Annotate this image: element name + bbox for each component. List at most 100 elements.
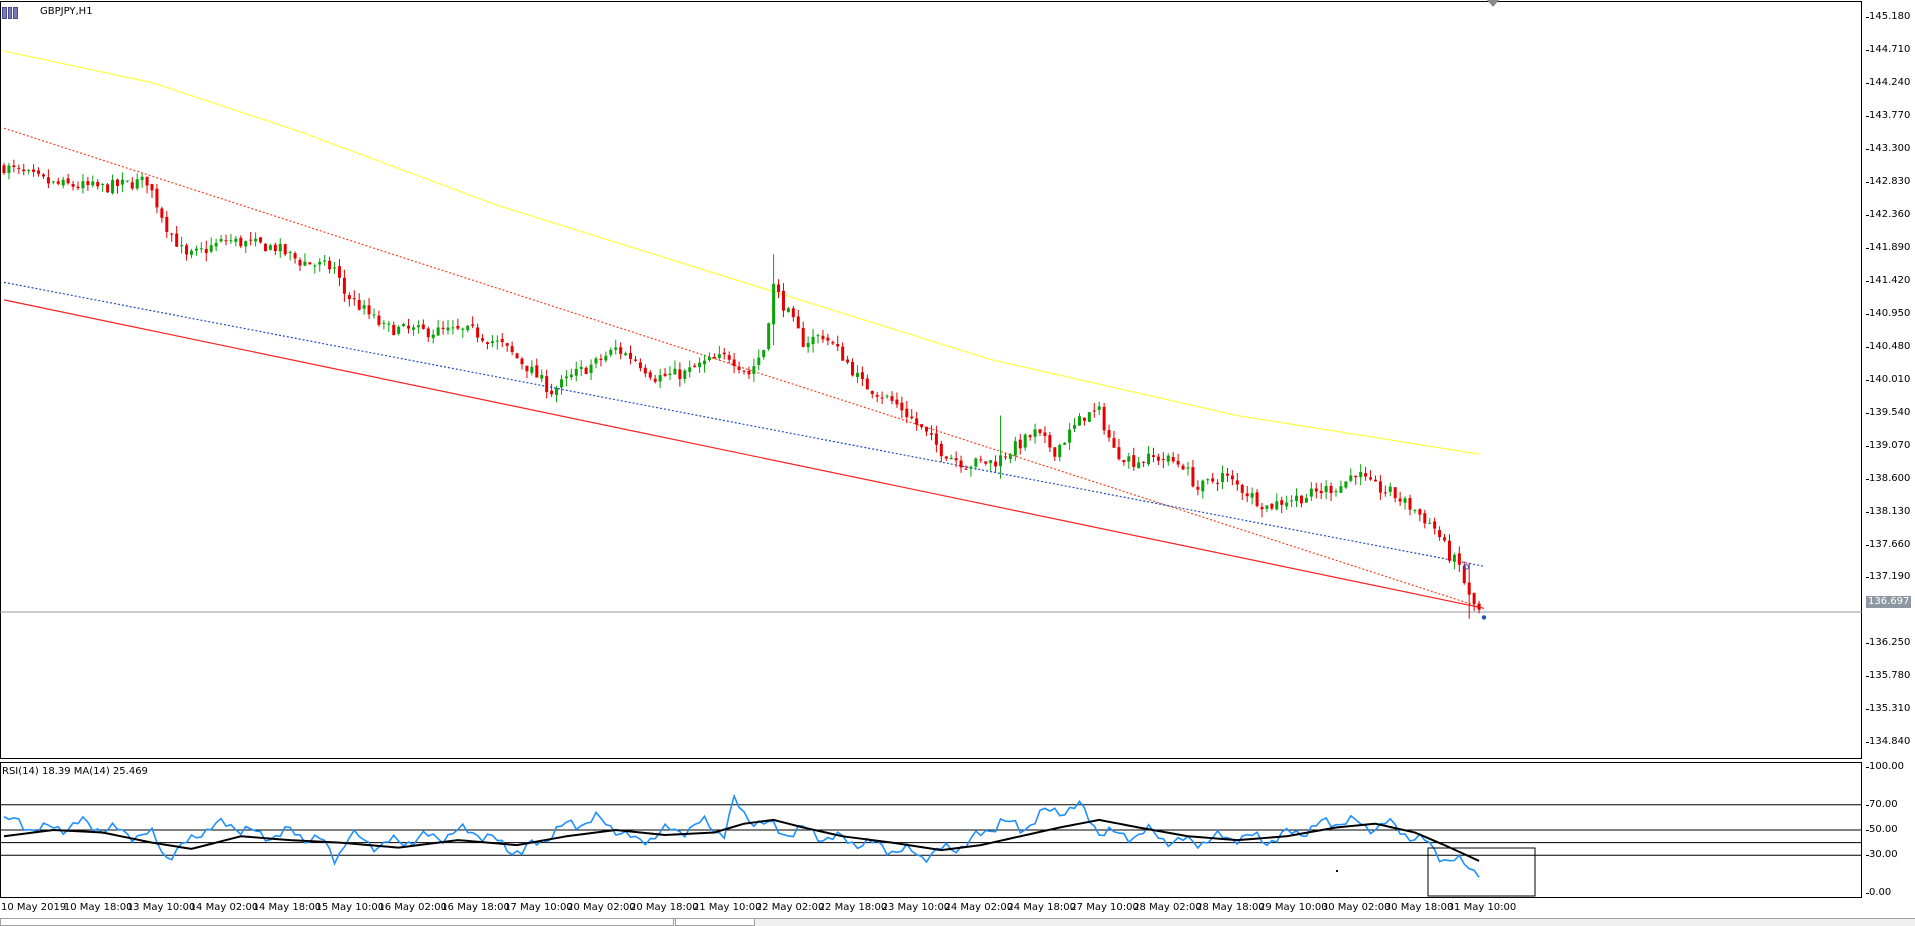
candle-body — [342, 277, 346, 294]
candle-body — [550, 390, 554, 395]
candle-body — [668, 373, 672, 376]
candle-body — [643, 367, 647, 374]
candle-body — [525, 365, 529, 372]
candle-body — [767, 323, 771, 349]
candle-body — [254, 238, 258, 242]
time-tick-label: 14 May 02:00 — [189, 902, 259, 913]
candle-body — [46, 177, 50, 184]
candle-body — [520, 358, 524, 365]
candle-body — [569, 374, 573, 378]
candle-body — [1008, 454, 1012, 459]
candle-body — [298, 259, 302, 266]
candle-body — [115, 179, 119, 186]
time-tick-label: 30 May 02:00 — [1321, 902, 1391, 913]
candle-body — [239, 237, 243, 247]
candle-body — [944, 456, 948, 459]
candle-body — [1295, 495, 1299, 501]
candle-body — [1216, 482, 1220, 484]
price-scale[interactable]: 145.180 144.710 144.240 143.770 143.300 142.8… — [1865, 0, 1915, 925]
rsi-line — [3, 793, 1480, 878]
candle-body — [249, 239, 253, 241]
candle-body — [851, 361, 855, 376]
candle-body — [806, 342, 810, 348]
candle-body — [1462, 565, 1466, 584]
candle-body — [1053, 447, 1057, 457]
candle-body — [925, 426, 929, 432]
candle-body — [402, 324, 406, 327]
channel-trendline-0 — [3, 299, 1485, 609]
candle-body — [584, 367, 588, 375]
candle-body — [1260, 506, 1264, 510]
candle-body — [969, 466, 973, 469]
candle-body — [71, 183, 75, 187]
candle-body — [1477, 603, 1481, 610]
candle-body — [801, 327, 805, 347]
candle-body — [61, 179, 65, 186]
candle-body — [910, 416, 914, 419]
candle-body — [495, 340, 499, 342]
candle-body — [633, 359, 637, 361]
candle-body — [579, 366, 583, 370]
price-tick-label: 143.770 — [1865, 110, 1911, 122]
candle-body — [678, 369, 682, 380]
candle-body — [855, 372, 859, 378]
candle-body — [1299, 495, 1303, 504]
candle-body — [934, 433, 938, 445]
candle-body — [663, 373, 667, 376]
candle-body — [328, 260, 332, 270]
candle-body — [629, 352, 633, 359]
candle-body — [594, 358, 598, 364]
candle-body — [555, 388, 559, 395]
candle-body — [76, 186, 80, 189]
candle-body — [41, 174, 45, 177]
candle-body — [1393, 487, 1397, 499]
candle-body — [283, 244, 287, 255]
candle-body — [1398, 498, 1402, 502]
candle-body — [638, 362, 642, 369]
candle-body — [476, 327, 480, 338]
price-tick-label: 135.310 — [1865, 703, 1911, 715]
candle-body — [515, 353, 519, 359]
candle-body — [180, 245, 184, 247]
rsi-dot-marker — [1336, 870, 1338, 872]
candle-body — [989, 460, 993, 464]
candle-body — [653, 378, 657, 382]
time-tick-label: 24 May 02:00 — [944, 902, 1014, 913]
candle-body — [737, 366, 741, 370]
candle-body — [466, 325, 470, 331]
candle-body — [1077, 416, 1081, 426]
main-chart-frame — [0, 1, 1862, 759]
candle-body — [1230, 475, 1234, 480]
candle-body — [244, 241, 248, 247]
candle-body — [333, 267, 337, 269]
candle-body — [485, 342, 489, 345]
candle-body — [1206, 479, 1210, 481]
channel-trendline-2 — [3, 281, 1485, 567]
candle-body — [56, 181, 60, 184]
candle-body — [604, 355, 608, 361]
time-tick-label: 15 May 10:00 — [315, 902, 385, 913]
chart-window-icon[interactable] — [2, 7, 19, 19]
candle-body — [1122, 460, 1126, 463]
candle-body — [155, 188, 159, 208]
candle-body — [1245, 493, 1249, 497]
price-tick-label: 138.600 — [1865, 472, 1911, 484]
candle-body — [32, 169, 36, 172]
candle-body — [1043, 432, 1047, 437]
price-tick-label: 142.830 — [1865, 176, 1911, 188]
candle-body — [416, 325, 420, 328]
candle-body — [367, 305, 371, 315]
candle-body — [441, 327, 445, 330]
chart-shift-marker-icon[interactable] — [1487, 0, 1499, 7]
candle-body — [1191, 467, 1195, 487]
candle-body — [920, 424, 924, 428]
candle-body — [915, 418, 919, 425]
candle-body — [732, 359, 736, 367]
time-tick-label: 28 May 18:00 — [1196, 902, 1265, 913]
candle-body — [461, 328, 465, 330]
candle-body — [263, 243, 267, 252]
candle-body — [1354, 475, 1358, 478]
candle-body — [890, 396, 894, 401]
time-tick-label: 20 May 18:00 — [630, 902, 699, 913]
